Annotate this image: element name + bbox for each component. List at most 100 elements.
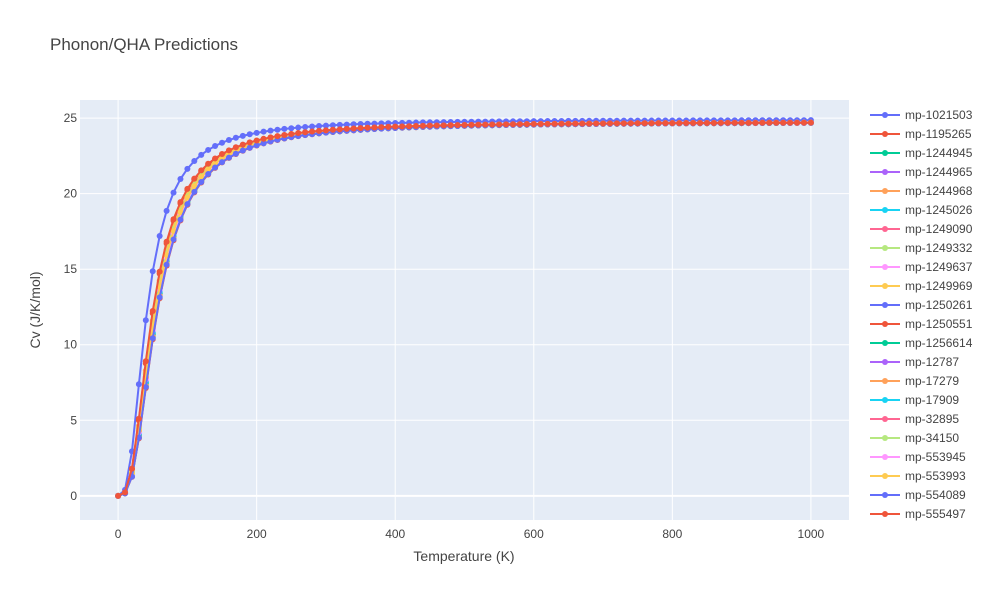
data-point (142, 317, 149, 324)
data-point (641, 120, 648, 127)
x-axis-title: Temperature (K) (413, 548, 514, 564)
y-tick-label: 5 (70, 413, 77, 427)
data-point (177, 199, 184, 206)
y-tick-label: 15 (64, 262, 78, 276)
legend-item[interactable]: mp-1249637 (870, 260, 973, 274)
data-point (627, 120, 634, 127)
legend-swatch-marker (882, 378, 888, 384)
legend-item[interactable]: mp-1245026 (870, 203, 973, 217)
data-point (184, 194, 191, 201)
y-axis-title: Cv (J/K/mol) (27, 272, 43, 349)
y-tick-label: 25 (64, 111, 78, 125)
data-point (454, 122, 461, 129)
data-point (212, 142, 219, 149)
data-point (378, 124, 385, 131)
legend-item[interactable]: mp-553945 (870, 450, 966, 464)
chart-title: Phonon/QHA Predictions (50, 35, 238, 54)
data-point (246, 131, 253, 138)
data-point (309, 128, 316, 135)
legend-item[interactable]: mp-1256614 (870, 336, 973, 350)
legend-swatch-marker (882, 492, 888, 498)
tick-labels: 0 200 400 600 800 1000 0 5 10 15 20 25 (64, 111, 825, 541)
data-point (281, 131, 288, 138)
data-point (239, 141, 246, 148)
data-point (357, 125, 364, 132)
data-point (738, 119, 745, 126)
legend-item[interactable]: mp-1244965 (870, 165, 973, 179)
series-layer (115, 117, 814, 499)
legend-item[interactable]: mp-1195265 (870, 127, 972, 141)
data-point (170, 189, 177, 196)
y-tick-label: 20 (64, 187, 78, 201)
data-point (662, 120, 669, 127)
data-point (800, 119, 807, 126)
legend-label: mp-555497 (905, 507, 966, 521)
data-point (260, 128, 267, 135)
data-point (198, 151, 205, 158)
legend-label: mp-1256614 (905, 336, 973, 350)
data-point (759, 119, 766, 126)
series-mp-555497 (115, 119, 814, 499)
data-point (530, 121, 537, 128)
data-point (482, 121, 489, 128)
data-point (135, 381, 142, 388)
data-point (703, 119, 710, 126)
y-tick-label: 0 (70, 489, 77, 503)
data-point (336, 126, 343, 133)
data-point (295, 124, 302, 131)
legend-item[interactable]: mp-12787 (870, 355, 959, 369)
data-point (260, 135, 267, 142)
legend-label: mp-553945 (905, 450, 966, 464)
legend-item[interactable]: mp-553993 (870, 469, 966, 483)
legend-item[interactable]: mp-1244968 (870, 184, 973, 198)
legend-item[interactable]: mp-555497 (870, 507, 966, 521)
data-point (468, 121, 475, 128)
x-tick-label: 800 (662, 527, 682, 541)
legend-label: mp-1250261 (905, 298, 973, 312)
legend-item[interactable]: mp-1249332 (870, 241, 973, 255)
data-point (253, 142, 260, 149)
legend-swatch-marker (882, 397, 888, 403)
data-point (316, 123, 323, 130)
data-point (316, 127, 323, 134)
data-point (260, 140, 267, 147)
data-point (385, 123, 392, 130)
data-point (156, 294, 163, 301)
legend-swatch-marker (882, 359, 888, 365)
legend-item[interactable]: mp-1249969 (870, 279, 973, 293)
legend-label: mp-1249969 (905, 279, 973, 293)
legend-item[interactable]: mp-17279 (870, 374, 959, 388)
data-point (606, 120, 613, 127)
legend-label: mp-1249637 (905, 260, 973, 274)
legend-label: mp-1249332 (905, 241, 973, 255)
data-point (198, 167, 205, 174)
data-point (232, 134, 239, 141)
data-point (419, 122, 426, 129)
data-point (475, 121, 482, 128)
grid-lines (80, 100, 849, 520)
legend-item[interactable]: mp-554089 (870, 488, 966, 502)
data-point (191, 175, 198, 182)
data-point (516, 121, 523, 128)
data-point (426, 122, 433, 129)
data-point (274, 133, 281, 140)
data-point (544, 120, 551, 127)
data-point (191, 188, 198, 195)
legend-item[interactable]: mp-1250551 (870, 317, 973, 331)
data-point (406, 123, 413, 130)
legend-item[interactable]: mp-34150 (870, 431, 959, 445)
legend-item[interactable]: mp-17909 (870, 393, 959, 407)
data-point (676, 120, 683, 127)
legend-item[interactable]: mp-1249090 (870, 222, 973, 236)
legend-item[interactable]: mp-1021503 (870, 108, 973, 122)
data-point (163, 207, 170, 214)
data-point (447, 122, 454, 129)
data-point (336, 121, 343, 128)
legend-item[interactable]: mp-1250261 (870, 298, 973, 312)
legend-item[interactable]: mp-1244945 (870, 146, 973, 160)
legend-item[interactable]: mp-32895 (870, 412, 959, 426)
legend-swatch-marker (882, 169, 888, 175)
data-point (246, 139, 253, 146)
data-point (219, 159, 226, 166)
x-tick-label: 0 (115, 527, 122, 541)
